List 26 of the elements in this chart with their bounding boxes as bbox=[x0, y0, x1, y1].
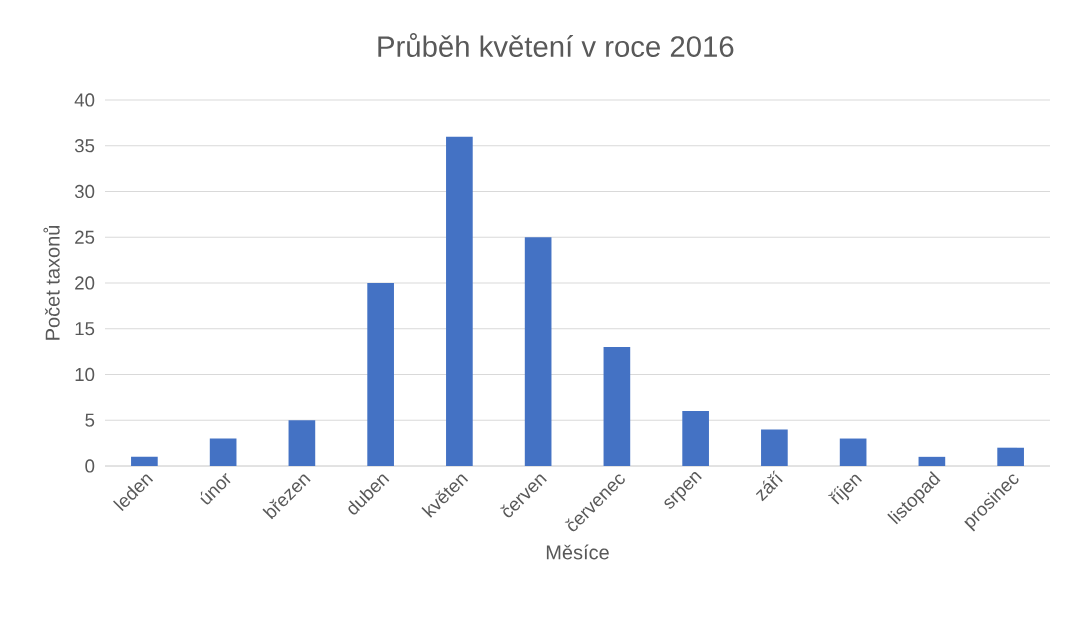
bar bbox=[524, 237, 552, 466]
y-tick-label: 5 bbox=[85, 413, 95, 427]
y-tick-label: 40 bbox=[74, 93, 95, 107]
bar bbox=[997, 447, 1024, 466]
chart-title: Průběh květení v roce 2016 bbox=[378, 33, 734, 57]
bar bbox=[603, 347, 631, 466]
y-tick-label: 15 bbox=[75, 322, 95, 336]
y-tick-label: 0 bbox=[85, 459, 95, 473]
x-tick-label: září bbox=[755, 470, 783, 502]
bar bbox=[839, 438, 867, 466]
y-tick-label: 20 bbox=[75, 276, 95, 290]
x-tick-label: říjen bbox=[827, 474, 862, 505]
y-tick-label: 35 bbox=[74, 139, 95, 153]
bar bbox=[918, 456, 946, 466]
y-tick-label: 30 bbox=[74, 184, 95, 199]
bar bbox=[209, 438, 237, 466]
y-tick-label: 10 bbox=[75, 367, 95, 382]
bar bbox=[446, 136, 473, 466]
x-axis-title: Měsíce bbox=[546, 544, 609, 560]
bar bbox=[131, 456, 158, 466]
bar bbox=[288, 420, 316, 466]
y-tick-label: 25 bbox=[75, 230, 95, 244]
bar bbox=[367, 282, 394, 466]
y-axis-title: Počet taxonů bbox=[43, 225, 60, 340]
bar bbox=[761, 429, 788, 466]
bar bbox=[682, 411, 709, 466]
